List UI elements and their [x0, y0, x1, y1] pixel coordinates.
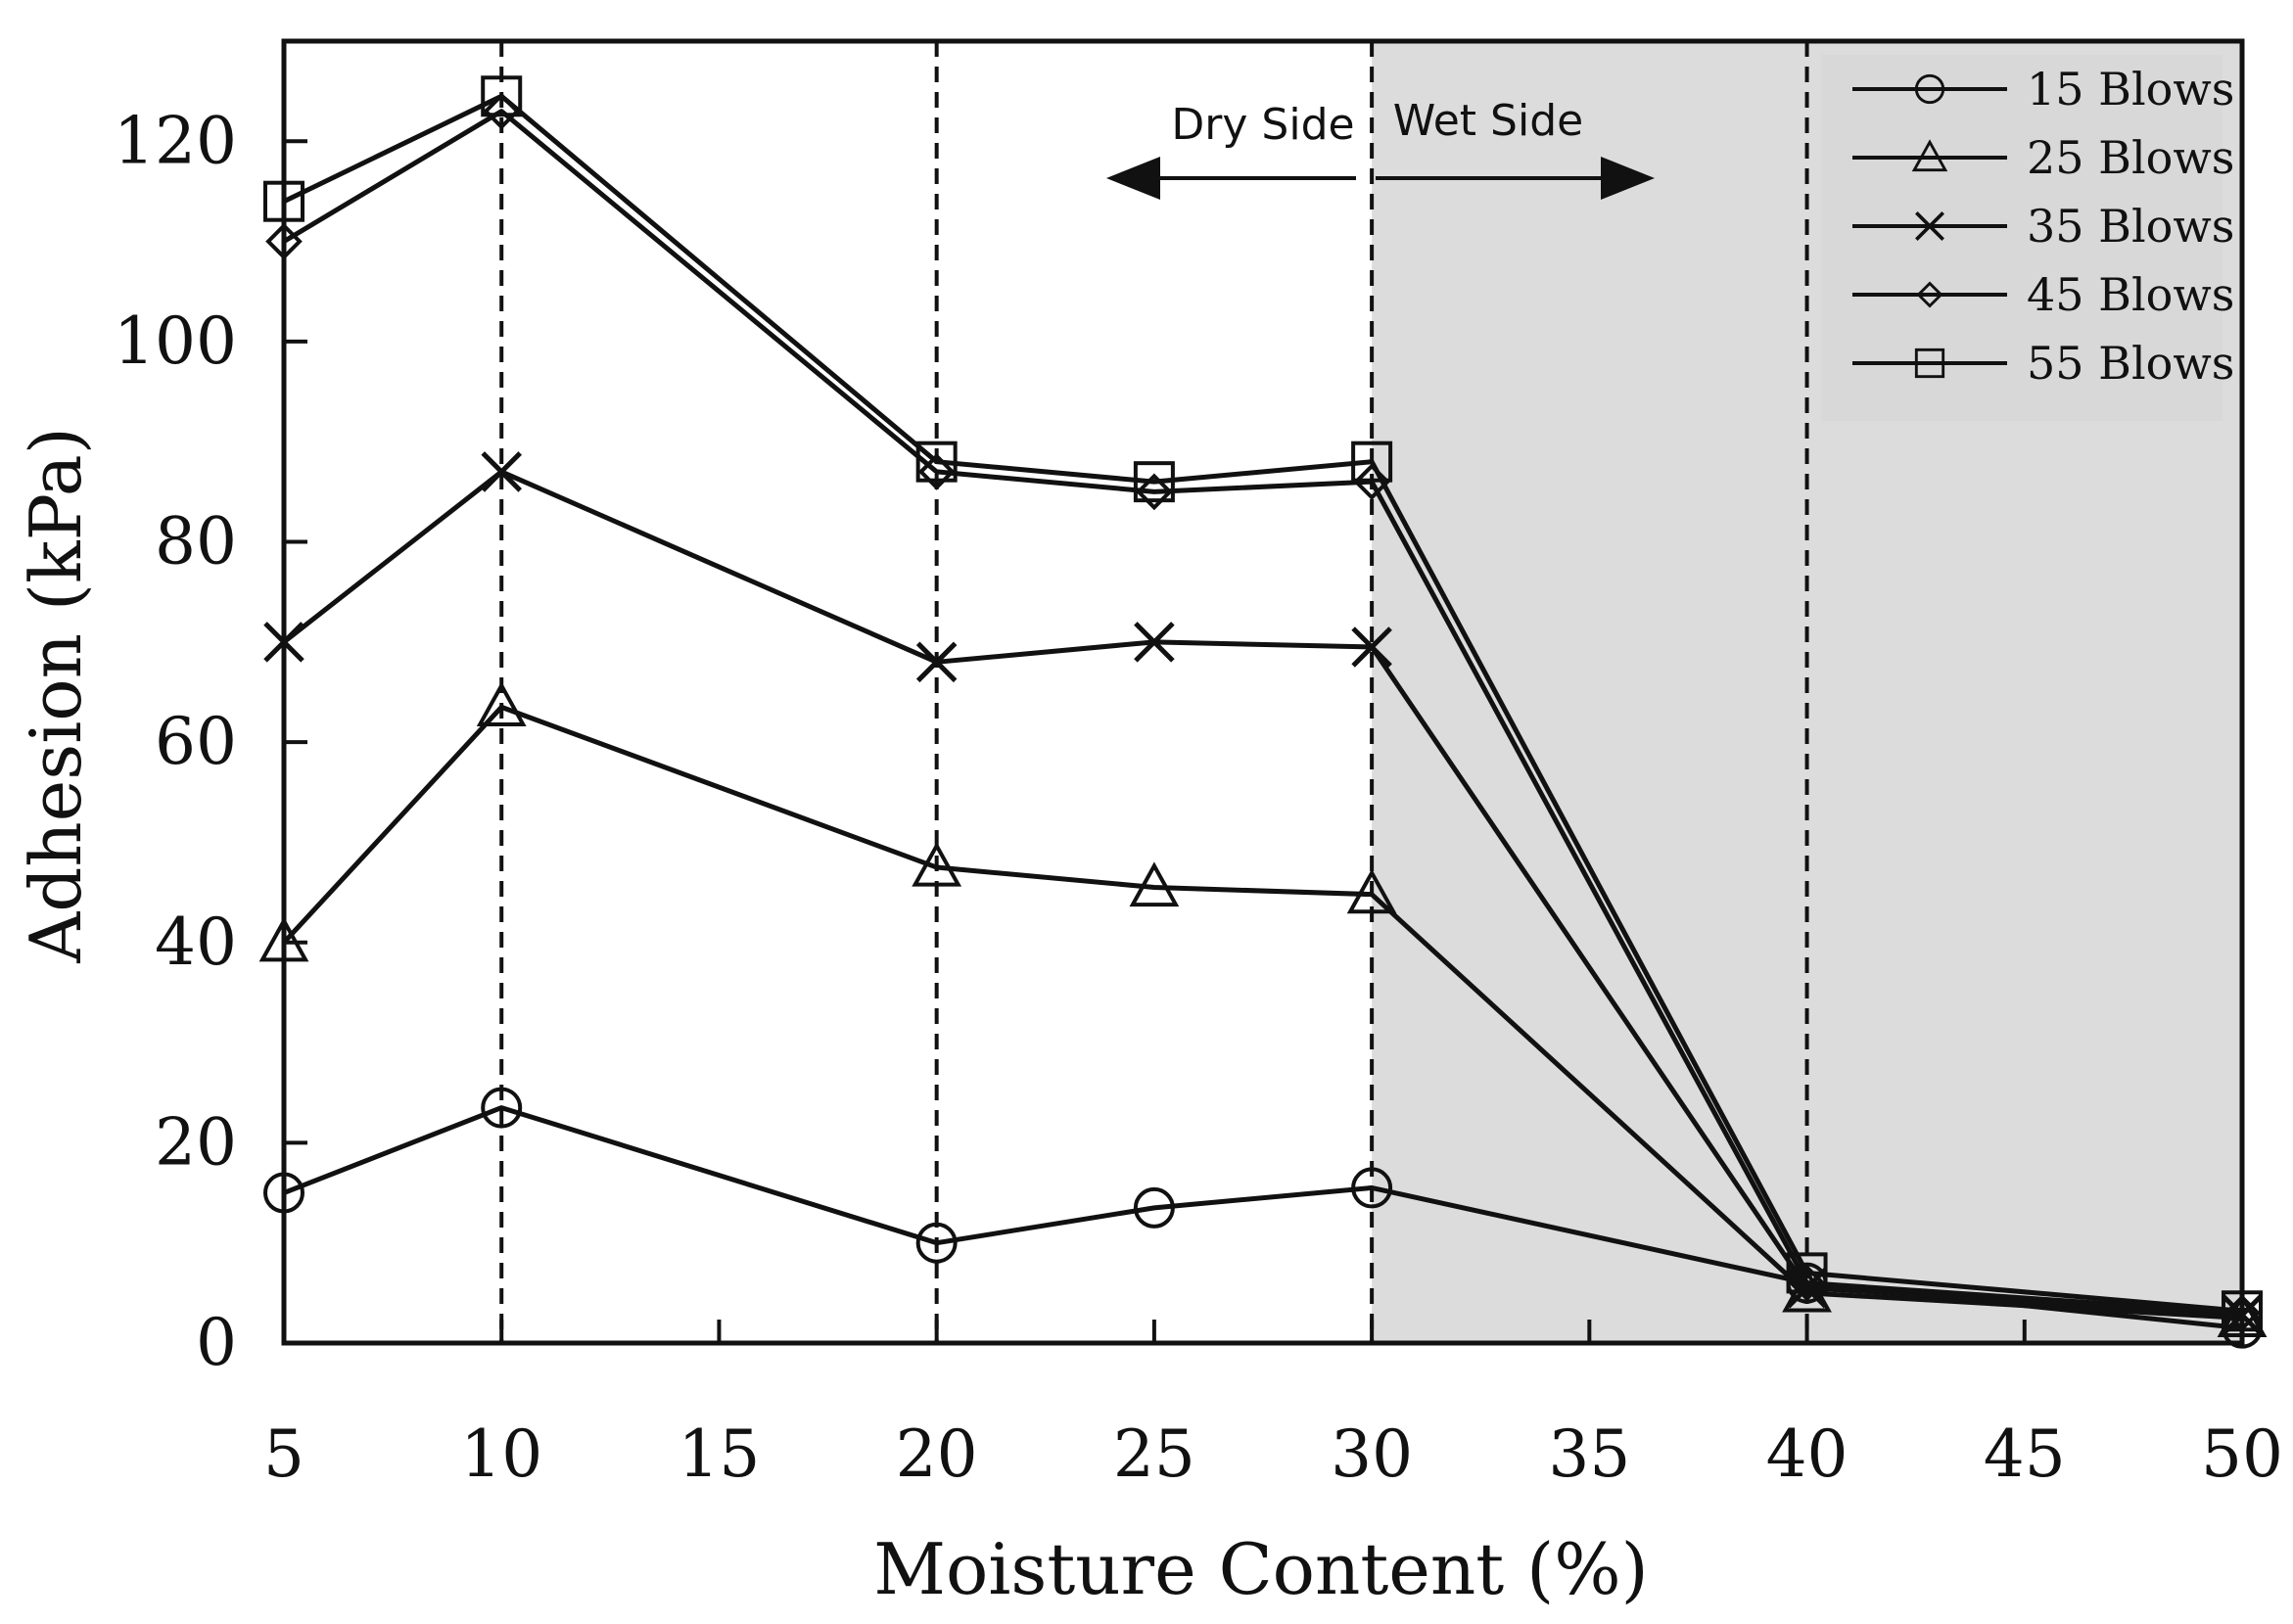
plot-frame: [281, 38, 2245, 1346]
y-tick-label-60: 60: [155, 704, 237, 779]
legend-marker-45-blows: [1916, 281, 1943, 308]
legend-marker-15-blows: [1914, 73, 1945, 105]
point-45-blows-20: [917, 453, 956, 490]
legend-box: [1821, 55, 2223, 421]
legend-marker-55-blows: [1914, 348, 1945, 379]
point-35-blows-5: [263, 622, 304, 663]
point-55-blows-25: [1133, 461, 1175, 503]
x-axis-title: Moisture Content (%): [873, 1528, 1648, 1610]
point-45-blows-40: [1788, 1264, 1826, 1302]
point-45-blows-30: [1353, 463, 1390, 500]
legend-marker-35-blows: [1915, 211, 1944, 241]
point-15-blows-10: [481, 1087, 523, 1129]
point-55-blows-20: [915, 441, 958, 483]
legend-label-15-blows: 15 Blows: [2027, 63, 2234, 116]
point-15-blows-30: [1351, 1167, 1393, 1209]
point-35-blows-50: [2222, 1294, 2263, 1336]
legend-label-45-blows: 45 Blows: [2027, 268, 2234, 321]
y-tick-label-20: 20: [155, 1104, 237, 1180]
point-35-blows-40: [1786, 1267, 1828, 1309]
point-45-blows-10: [483, 92, 521, 130]
x-tick-label-45: 45: [1984, 1416, 2066, 1492]
x-tick-label-50: 50: [2201, 1416, 2283, 1492]
x-tick-label-5: 5: [263, 1416, 304, 1492]
point-25-blows-30: [1346, 868, 1397, 914]
point-15-blows-20: [915, 1222, 958, 1264]
series-line-45-blows: [282, 109, 2243, 1316]
point-55-blows-30: [1351, 441, 1393, 483]
legend-label-35-blows: 35 Blows: [2027, 200, 2234, 253]
point-15-blows-25: [1133, 1186, 1175, 1229]
y-tick-label-120: 120: [114, 103, 237, 178]
point-25-blows-25: [1129, 861, 1180, 907]
y-tick-label-40: 40: [155, 905, 237, 980]
x-tick-label-15: 15: [678, 1416, 760, 1492]
x-tick-label-35: 35: [1548, 1416, 1630, 1492]
point-35-blows-20: [915, 641, 958, 683]
point-25-blows-20: [912, 841, 962, 887]
point-45-blows-5: [265, 222, 303, 260]
x-tick-label-30: 30: [1331, 1416, 1413, 1492]
point-55-blows-5: [263, 180, 304, 222]
y-tick-label-0: 0: [196, 1305, 237, 1380]
legend-label-55-blows: 55 Blows: [2027, 337, 2234, 390]
wet-side-label: Wet Side: [1393, 96, 1583, 146]
y-tick-label-80: 80: [155, 504, 237, 580]
wet-arrow-head: [1601, 157, 1655, 200]
dry-arrow-head: [1106, 157, 1160, 200]
point-25-blows-10: [476, 681, 527, 726]
point-35-blows-10: [481, 451, 522, 492]
point-35-blows-30: [1351, 626, 1392, 668]
x-tick-label-20: 20: [896, 1416, 978, 1492]
point-15-blows-5: [263, 1172, 304, 1214]
y-tick-label-100: 100: [114, 303, 237, 379]
point-55-blows-10: [481, 75, 523, 117]
point-35-blows-25: [1134, 622, 1175, 663]
point-45-blows-25: [1136, 473, 1173, 511]
point-55-blows-40: [1786, 1252, 1828, 1294]
x-tick-label-25: 25: [1113, 1416, 1195, 1492]
point-55-blows-50: [2222, 1290, 2263, 1332]
legend-label-25-blows: 25 Blows: [2027, 131, 2234, 184]
x-tick-label-40: 40: [1766, 1416, 1848, 1492]
dry-side-label: Dry Side: [1171, 100, 1354, 150]
x-tick-label-10: 10: [460, 1416, 542, 1492]
y-axis-title: Adhesion (kPa): [15, 427, 97, 964]
point-25-blows-5: [258, 916, 309, 962]
legend-marker-25-blows: [1911, 139, 1948, 172]
